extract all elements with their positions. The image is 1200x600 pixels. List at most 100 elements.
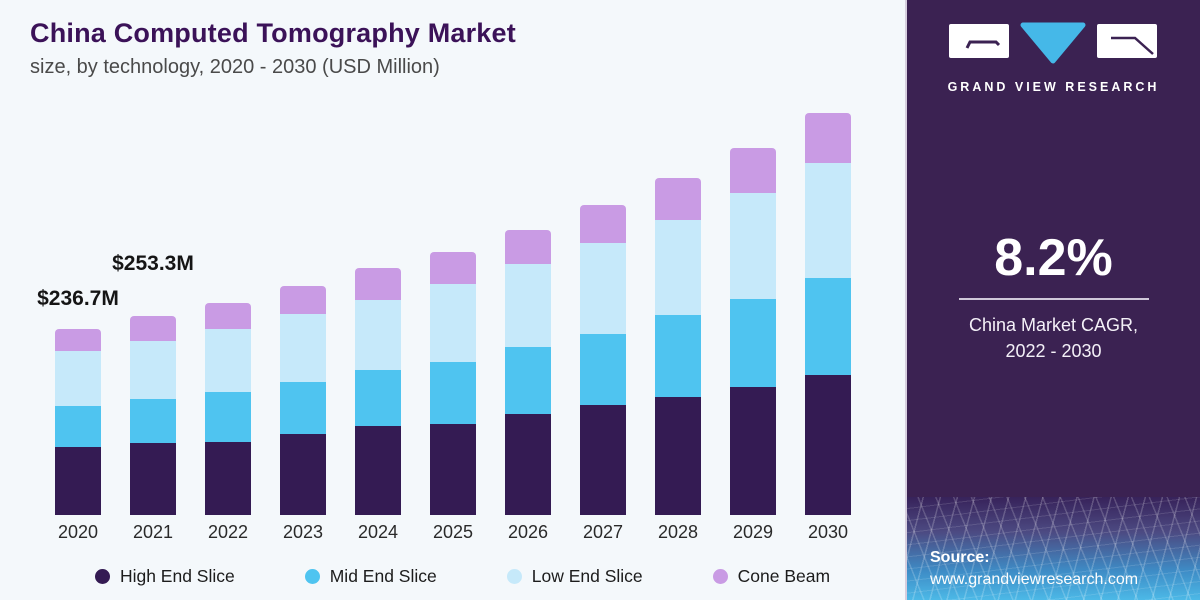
page-title: China Computed Tomography Market	[30, 18, 516, 48]
legend-label: Low End Slice	[531, 566, 643, 586]
bar-segment-low-end-slice	[55, 351, 101, 406]
legend-item-cone-beam: Cone Beam	[712, 566, 831, 587]
bar-segment-cone-beam	[805, 113, 851, 163]
bar-segment-high-end-slice	[205, 442, 251, 515]
bar-segment-cone-beam	[505, 230, 551, 264]
bar-segment-mid-end-slice	[355, 370, 401, 426]
x-axis-label-2026: 2026	[507, 522, 549, 542]
page-subtitle: size, by technology, 2020 - 2030 (USD Mi…	[30, 56, 440, 78]
bar-segment-high-end-slice	[355, 426, 401, 515]
bar-segment-mid-end-slice	[505, 347, 551, 414]
bar-2026: 2026	[505, 230, 551, 542]
chart-header: China Computed Tomography Market size, b…	[30, 18, 516, 79]
gvr-logo: GRAND VIEW RESEARCH	[907, 20, 1200, 94]
bar-segment-cone-beam	[730, 148, 776, 193]
x-axis-label-2023: 2023	[282, 522, 324, 542]
bar-segment-high-end-slice	[805, 375, 851, 515]
bar-segment-cone-beam	[655, 178, 701, 220]
bar-segment-low-end-slice	[355, 300, 401, 370]
bar-segment-high-end-slice	[505, 414, 551, 515]
bar-segment-low-end-slice	[505, 264, 551, 347]
bar-segment-cone-beam	[130, 316, 176, 341]
stacked-bar-chart: $236.7M 2020 $253.3M 2021 2022 2023 2024 2025 20…	[37, 95, 851, 542]
bar-segment-mid-end-slice	[580, 334, 626, 405]
bar-segment-low-end-slice	[655, 220, 701, 315]
legend-dot-icon	[712, 569, 728, 584]
chart-legend: High End Slice Mid End Slice Low End Slice…	[30, 566, 895, 587]
bar-segment-mid-end-slice	[805, 278, 851, 375]
bar-segment-high-end-slice	[430, 424, 476, 515]
cagr-caption: China Market CAGR, 2022 - 2030	[907, 312, 1200, 364]
bar-segment-mid-end-slice	[280, 382, 326, 434]
source-label: Source:	[930, 549, 990, 566]
bar-segment-high-end-slice	[580, 405, 626, 515]
bar-segment-mid-end-slice	[430, 362, 476, 424]
sidebar-footer-mesh: Source: www.grandviewresearch.com	[907, 497, 1200, 600]
x-axis-label-2022: 2022	[207, 522, 249, 542]
legend-item-high-end-slice: High End Slice	[94, 566, 235, 587]
bar-value-label: $253.3M	[112, 252, 194, 275]
cagr-caption-line2: 2022 - 2030	[1005, 341, 1102, 361]
bar-segment-mid-end-slice	[130, 399, 176, 443]
bar-segment-mid-end-slice	[55, 406, 101, 447]
bar-segment-mid-end-slice	[655, 315, 701, 397]
bar-segment-low-end-slice	[280, 314, 326, 382]
bar-segment-low-end-slice	[430, 284, 476, 362]
bar-2028: 2028	[655, 178, 701, 542]
source-block: Source: www.grandviewresearch.com	[930, 549, 1138, 589]
bar-segment-low-end-slice	[580, 243, 626, 334]
logo-r-box-icon	[1096, 24, 1157, 58]
bar-segment-cone-beam	[430, 252, 476, 284]
bar-2021: $253.3M 2021	[112, 252, 194, 542]
bar-segment-high-end-slice	[655, 397, 701, 515]
cagr-caption-line1: China Market CAGR,	[968, 315, 1139, 335]
bar-2027: 2027	[580, 205, 626, 542]
bar-value-label: $236.7M	[37, 287, 119, 310]
legend-label: High End Slice	[119, 566, 235, 586]
source-url-link[interactable]: www.grandviewresearch.com	[930, 571, 1139, 588]
x-axis-label-2021: 2021	[132, 522, 174, 542]
x-axis-label-2024: 2024	[357, 522, 399, 542]
cagr-divider	[958, 298, 1149, 300]
bar-segment-cone-beam	[580, 205, 626, 243]
bar-segment-high-end-slice	[55, 447, 101, 515]
bar-segment-cone-beam	[355, 268, 401, 300]
chart-panel: China Computed Tomography Market size, b…	[30, 18, 895, 587]
legend-dot-icon	[506, 569, 522, 584]
bar-2030: 2030	[805, 113, 851, 542]
legend-label: Cone Beam	[737, 566, 831, 586]
bar-segment-low-end-slice	[805, 163, 851, 278]
x-axis-label-2020: 2020	[57, 522, 99, 542]
bar-2024: 2024	[355, 268, 401, 542]
legend-dot-icon	[304, 569, 320, 584]
x-axis-label-2030: 2030	[807, 522, 849, 542]
legend-item-mid-end-slice: Mid End Slice	[304, 566, 437, 587]
legend-dot-icon	[94, 569, 110, 584]
legend-label: Mid End Slice	[329, 566, 437, 586]
logo-r-mark-icon	[1110, 36, 1154, 55]
bar-segment-cone-beam	[55, 329, 101, 351]
legend-item-low-end-slice: Low End Slice	[506, 566, 643, 587]
bar-segment-low-end-slice	[130, 341, 176, 399]
x-axis-label-2029: 2029	[732, 522, 774, 542]
bar-segment-low-end-slice	[205, 329, 251, 392]
bar-2022: 2022	[205, 303, 251, 542]
x-axis-label-2025: 2025	[432, 522, 474, 542]
bar-2025: 2025	[430, 252, 476, 542]
brand-sidebar: GRAND VIEW RESEARCH 8.2% China Market CA…	[905, 0, 1200, 600]
x-axis-label-2028: 2028	[657, 522, 699, 542]
brand-name: GRAND VIEW RESEARCH	[947, 80, 1160, 94]
bar-segment-low-end-slice	[730, 193, 776, 299]
bar-segment-high-end-slice	[130, 443, 176, 515]
cagr-block: 8.2% China Market CAGR, 2022 - 2030	[907, 232, 1200, 364]
bar-segment-high-end-slice	[280, 434, 326, 515]
bar-2020: $236.7M 2020	[37, 287, 119, 542]
gvr-logo-icon	[948, 22, 1157, 64]
bar-2023: 2023	[280, 286, 326, 542]
logo-g-mark-icon	[965, 40, 1000, 49]
cagr-value: 8.2%	[994, 229, 1113, 287]
x-axis-label-2027: 2027	[582, 522, 624, 542]
bar-segment-mid-end-slice	[205, 392, 251, 442]
logo-v-triangle-icon	[1020, 22, 1085, 64]
